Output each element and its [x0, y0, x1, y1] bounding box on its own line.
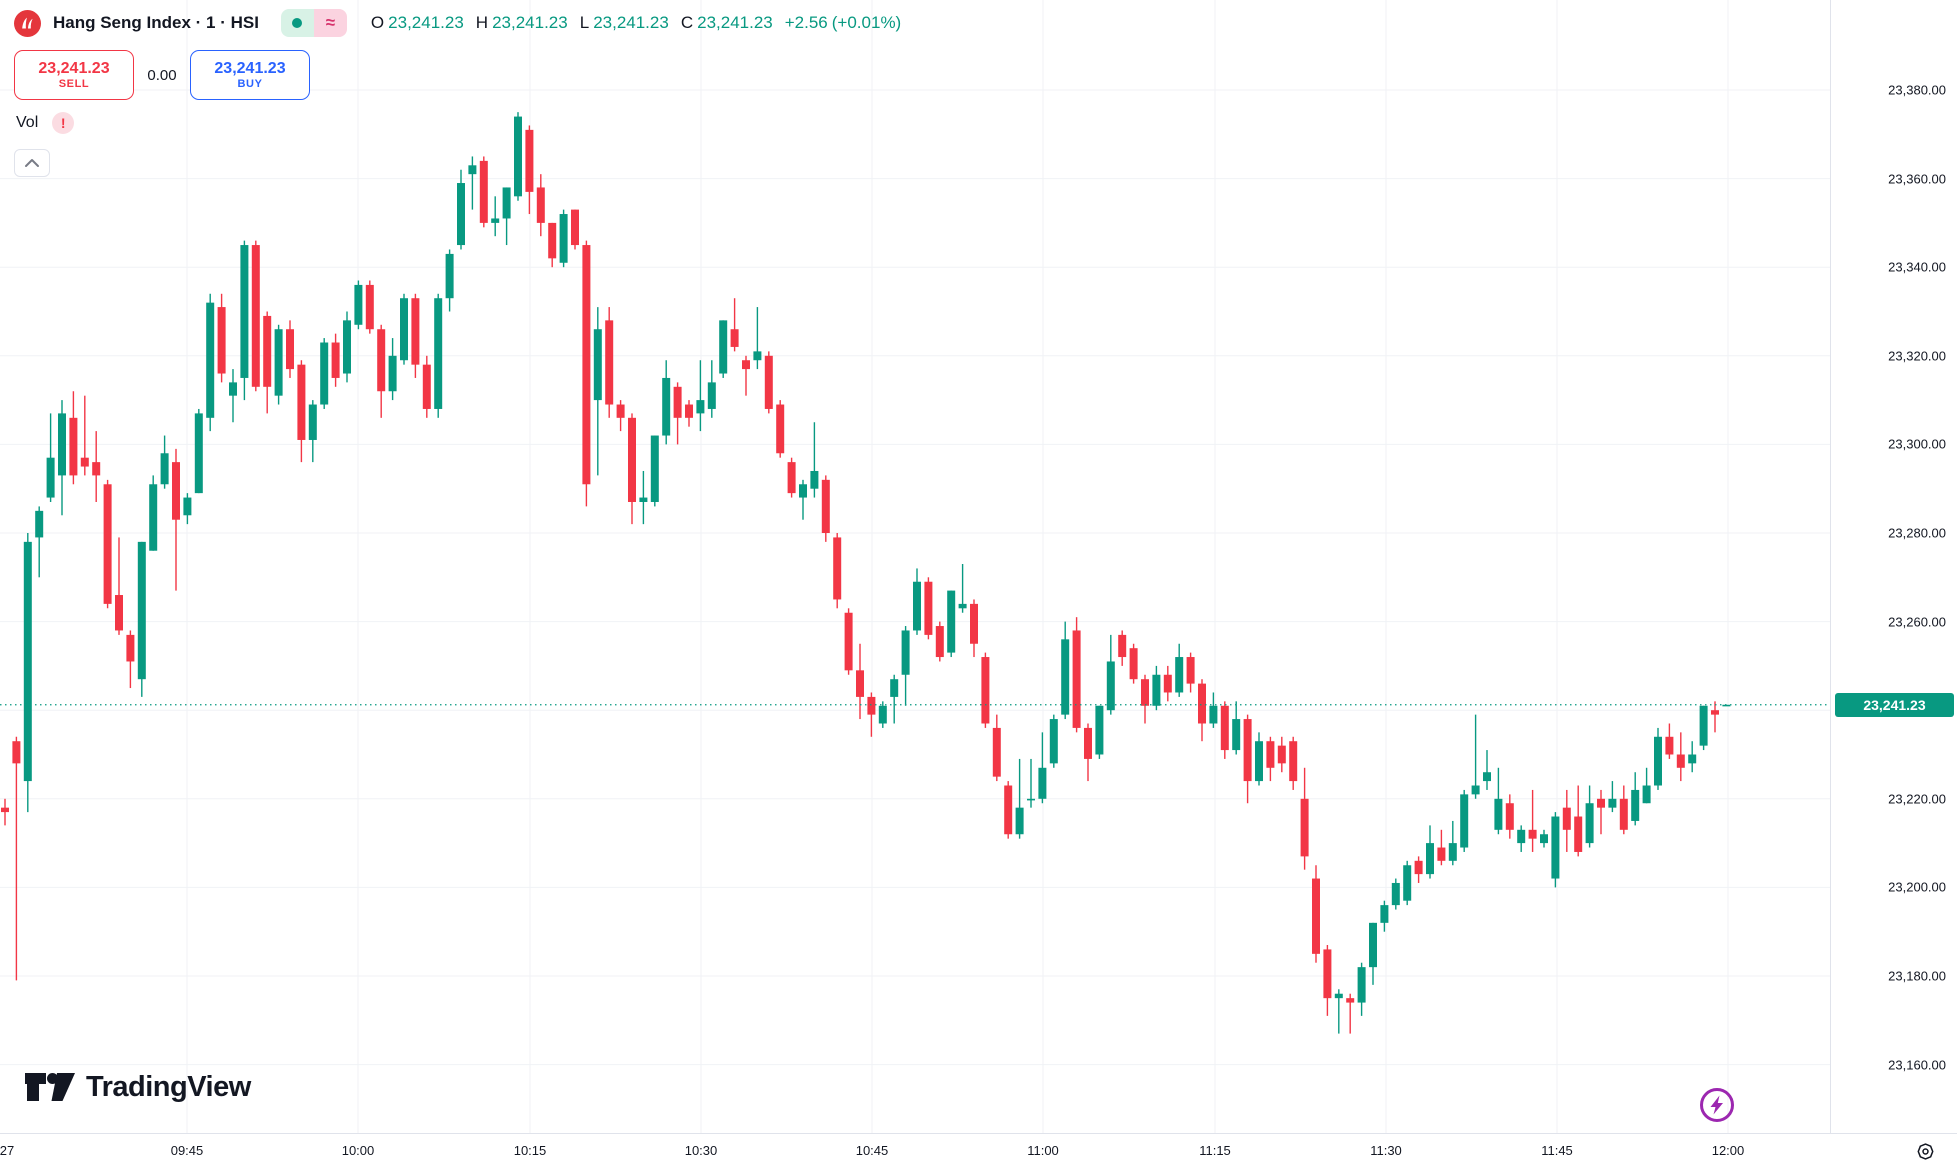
low-label: L	[579, 13, 590, 32]
spread-value: 0.00	[147, 66, 177, 84]
price-axis-label: 23,300.00	[1888, 436, 1946, 452]
high-value: 23,241.23	[492, 13, 568, 32]
buy-button[interactable]: 23,241.23 BUY	[190, 50, 310, 100]
candlestick-chart[interactable]	[0, 0, 1830, 1133]
close-value: 23,241.23	[697, 13, 773, 32]
chart-canvas[interactable]	[0, 0, 1830, 1133]
hang-seng-logo-icon	[14, 9, 41, 37]
order-panel: 23,241.23 SELL 0.00 23,241.23 BUY	[14, 50, 310, 100]
sell-button[interactable]: 23,241.23 SELL	[14, 50, 134, 100]
price-axis-label: 23,160.00	[1888, 1057, 1946, 1073]
price-axis-label: 23,360.00	[1888, 171, 1946, 187]
tradingview-logo[interactable]: TradingView	[24, 1070, 251, 1104]
price-axis-label: 23,220.00	[1888, 791, 1946, 807]
time-axis-settings-gear-icon[interactable]	[1916, 1142, 1935, 1161]
time-axis-label: 11:45	[1541, 1143, 1573, 1158]
high-label: H	[475, 13, 489, 32]
open-value: 23,241.23	[388, 13, 464, 32]
collapse-legend-button[interactable]	[14, 149, 50, 177]
candles	[1, 112, 1731, 1034]
price-axis[interactable]: 23,380.00 23,360.00 23,340.00 23,320.00 23,3…	[1830, 0, 1957, 1133]
volume-indicator-label[interactable]: Vol	[16, 114, 39, 131]
time-axis-label: 10:45	[855, 1143, 889, 1158]
sell-label: SELL	[58, 78, 90, 90]
price-axis-label: 23,340.00	[1888, 259, 1946, 275]
price-axis-label: 23,200.00	[1888, 879, 1946, 895]
symbol-legend[interactable]: Hang Seng Index · 1 · HSI ≈ O 23,241.23 …	[14, 8, 901, 38]
lightning-trading-icon[interactable]	[1698, 1086, 1736, 1124]
grid-lines	[0, 0, 1830, 1133]
chevron-up-icon	[25, 159, 39, 167]
sell-price: 23,241.23	[38, 60, 110, 77]
change-value: +2.56	[784, 13, 828, 32]
buy-price: 23,241.23	[214, 60, 286, 77]
price-axis-label: 23,180.00	[1888, 968, 1946, 984]
volume-indicator-row[interactable]: Vol !	[16, 112, 75, 134]
time-axis-label: 11:00	[1027, 1143, 1059, 1158]
delayed-data-icon: ≈	[313, 9, 347, 37]
time-axis[interactable]: 27 09:45 10:00 10:15 10:30 10:45 11:00 11:15 11:…	[0, 1133, 1957, 1169]
price-axis-label: 23,260.00	[1888, 614, 1946, 630]
market-status-pills[interactable]: ≈	[280, 9, 347, 37]
tradingview-wordmark: TradingView	[86, 1070, 251, 1103]
time-axis-label: 11:15	[1199, 1143, 1231, 1158]
change-percent: (+0.01%)	[831, 13, 902, 32]
price-axis-label: 23,320.00	[1888, 348, 1946, 364]
low-value: 23,241.23	[593, 13, 669, 32]
current-price-tag: 23,241.23	[1835, 692, 1954, 717]
time-axis-label: 10:00	[341, 1143, 375, 1158]
symbol-title[interactable]: Hang Seng Index · 1 · HSI	[53, 13, 259, 32]
open-label: O	[370, 13, 385, 32]
time-axis-label: 10:15	[513, 1143, 547, 1158]
ohlc-readout: O 23,241.23 H 23,241.23 L 23,241.23 C 23…	[371, 13, 901, 33]
indicator-warning-icon[interactable]: !	[52, 112, 75, 134]
tradingview-mark-icon	[25, 1073, 75, 1101]
time-axis-label: 09:45	[170, 1143, 204, 1158]
price-axis-label: 23,280.00	[1888, 525, 1946, 541]
time-axis-label: 11:30	[1370, 1143, 1402, 1158]
market-open-dot-icon	[280, 9, 314, 37]
close-label: C	[680, 13, 694, 32]
buy-label: BUY	[237, 78, 263, 90]
time-axis-label: 12:00	[1711, 1143, 1745, 1158]
price-axis-label: 23,380.00	[1888, 82, 1946, 98]
time-axis-label: 10:30	[684, 1143, 718, 1158]
time-axis-label: 27	[0, 1143, 15, 1158]
